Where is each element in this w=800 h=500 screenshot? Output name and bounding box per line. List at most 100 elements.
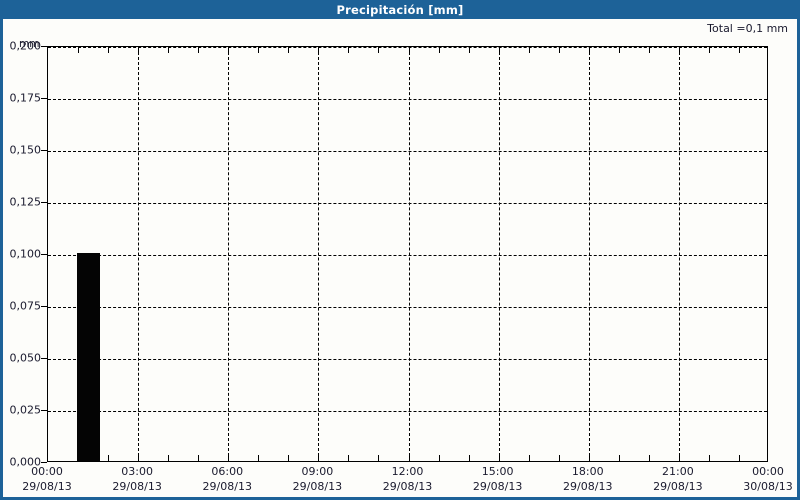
tick-mark-minor-bottom xyxy=(648,455,650,461)
gridline-vertical xyxy=(588,47,590,461)
y-axis-tick-label: 0,050 xyxy=(9,351,42,365)
y-axis-tick-label: 0,125 xyxy=(9,195,42,209)
tick-mark-minor-bottom xyxy=(558,455,560,461)
x-axis-tick-date: 29/08/13 xyxy=(382,480,433,493)
y-axis-tick-mark xyxy=(41,202,47,203)
x-axis-tick-label: 00:00 29/08/13 xyxy=(22,464,71,494)
x-axis-tick-label: 09:00 29/08/13 xyxy=(293,464,342,494)
x-axis-tick-label: 06:00 29/08/13 xyxy=(203,464,252,494)
x-axis-tick-label: 18:00 29/08/13 xyxy=(563,464,612,494)
tick-mark-minor-top xyxy=(228,47,230,53)
y-axis-unit-label: mm xyxy=(19,38,40,50)
tick-mark-minor-bottom xyxy=(618,455,620,461)
y-axis-tick-label: 0,075 xyxy=(9,299,42,313)
y-axis-tick-mark xyxy=(41,306,47,307)
tick-mark-minor-bottom xyxy=(318,455,320,461)
x-axis-tick-label: 00:00 30/08/13 xyxy=(743,464,792,494)
tick-mark-minor-bottom xyxy=(288,455,290,461)
y-axis-tick-mark xyxy=(41,462,47,463)
bar-series xyxy=(48,47,767,461)
tick-mark-minor-bottom xyxy=(348,455,350,461)
x-axis-tick-date: 30/08/13 xyxy=(743,480,793,493)
tick-mark-minor-top xyxy=(168,47,170,53)
tick-mark-minor-bottom xyxy=(708,455,710,461)
tick-mark-minor-bottom xyxy=(438,455,440,461)
tick-mark-minor-bottom xyxy=(468,455,470,461)
plot-area xyxy=(47,46,768,462)
tick-mark-minor-bottom xyxy=(168,455,170,461)
tick-mark-minor-bottom xyxy=(108,455,110,461)
tick-mark-minor-bottom xyxy=(408,455,410,461)
tick-mark-minor-top xyxy=(348,47,350,53)
tick-mark-minor-bottom xyxy=(498,455,500,461)
gridline-horizontal xyxy=(48,307,767,308)
x-axis-tick-date: 29/08/13 xyxy=(202,480,252,493)
tick-mark-minor-top xyxy=(648,47,650,53)
tick-mark-minor-bottom xyxy=(258,455,260,461)
tick-mark-minor-top xyxy=(558,47,560,53)
y-axis-tick-label: 0,200 xyxy=(9,39,42,53)
y-axis-tick-mark xyxy=(41,98,47,99)
gridline-horizontal xyxy=(48,359,767,360)
tick-mark-minor-top xyxy=(258,47,260,53)
gridline-vertical xyxy=(138,47,140,461)
tick-mark-minor-top xyxy=(108,47,110,53)
tick-mark-minor-top xyxy=(78,47,80,53)
tick-mark-minor-bottom xyxy=(138,455,140,461)
tick-mark-minor-top xyxy=(408,47,410,53)
tick-mark-minor-top xyxy=(708,47,710,53)
tick-mark-minor-bottom xyxy=(528,455,530,461)
bar xyxy=(76,253,100,461)
tick-mark-minor-top xyxy=(678,47,680,53)
x-axis-tick-date: 29/08/13 xyxy=(112,480,162,493)
gridlines xyxy=(48,47,767,461)
y-axis-tick-label: 0,150 xyxy=(9,143,42,157)
y-axis-tick-label: 0,025 xyxy=(9,403,42,417)
x-axis-tick-time: 00:00 xyxy=(31,465,63,478)
tick-mark-minor-bottom xyxy=(198,455,200,461)
x-axis-tick-date: 29/08/13 xyxy=(292,480,343,493)
tick-mark-minor-top xyxy=(138,47,140,53)
tick-mark-minor-bottom xyxy=(588,455,590,461)
gridline-vertical xyxy=(228,47,230,461)
tick-mark-minor-top xyxy=(378,47,380,53)
y-axis-tick-mark xyxy=(41,46,47,47)
x-axis-tick-time: 06:00 xyxy=(211,465,244,478)
gridline-horizontal xyxy=(48,255,767,256)
tick-mark-minor-top xyxy=(438,47,440,53)
x-axis-tick-date: 29/08/13 xyxy=(472,480,523,493)
x-axis-tick-date: 29/08/13 xyxy=(653,480,703,493)
y-axis-tick-label: 0,100 xyxy=(9,247,42,261)
tick-mark-minor-top xyxy=(318,47,320,53)
gridline-horizontal xyxy=(48,203,767,204)
y-axis-tick-mark xyxy=(41,358,47,359)
x-axis-tick-time: 00:00 xyxy=(752,465,784,478)
gridline-vertical xyxy=(498,47,500,461)
window-title-bar: Precipitación [mm] xyxy=(3,0,797,19)
tick-mark-minor-top xyxy=(618,47,620,53)
x-axis-tick-label: 12:00 29/08/13 xyxy=(383,464,432,494)
tick-mark-minor-top xyxy=(288,47,290,53)
tick-mark-minor-top xyxy=(498,47,500,53)
tick-mark-minor-bottom xyxy=(228,455,230,461)
gridline-horizontal xyxy=(48,99,767,100)
x-axis-tick-label: 03:00 29/08/13 xyxy=(112,464,161,494)
gridline-horizontal xyxy=(48,151,767,152)
axis-tick-marks xyxy=(48,47,767,461)
tick-mark-minor-bottom xyxy=(78,455,80,461)
tick-mark-minor-top xyxy=(738,47,740,53)
x-axis-tick-time: 03:00 xyxy=(121,465,153,478)
y-axis-tick-labels: 0,200 0,175 0,150 0,125 0,100 0,075 0,050 0,025… xyxy=(3,40,47,469)
tick-mark-minor-top xyxy=(588,47,590,53)
y-axis-tick-label: 0,175 xyxy=(9,91,42,105)
window-title: Precipitación [mm] xyxy=(336,2,464,17)
tick-mark-minor-bottom xyxy=(738,455,740,461)
tick-mark-minor-top xyxy=(468,47,470,53)
tick-mark-minor-top xyxy=(528,47,530,53)
x-axis-tick-label: 21:00 29/08/13 xyxy=(653,464,702,494)
tick-mark-minor-top xyxy=(198,47,200,53)
x-axis-tick-time: 15:00 xyxy=(481,465,514,478)
gridline-horizontal xyxy=(48,411,767,412)
y-axis-tick-label: 0,000 xyxy=(9,455,42,469)
